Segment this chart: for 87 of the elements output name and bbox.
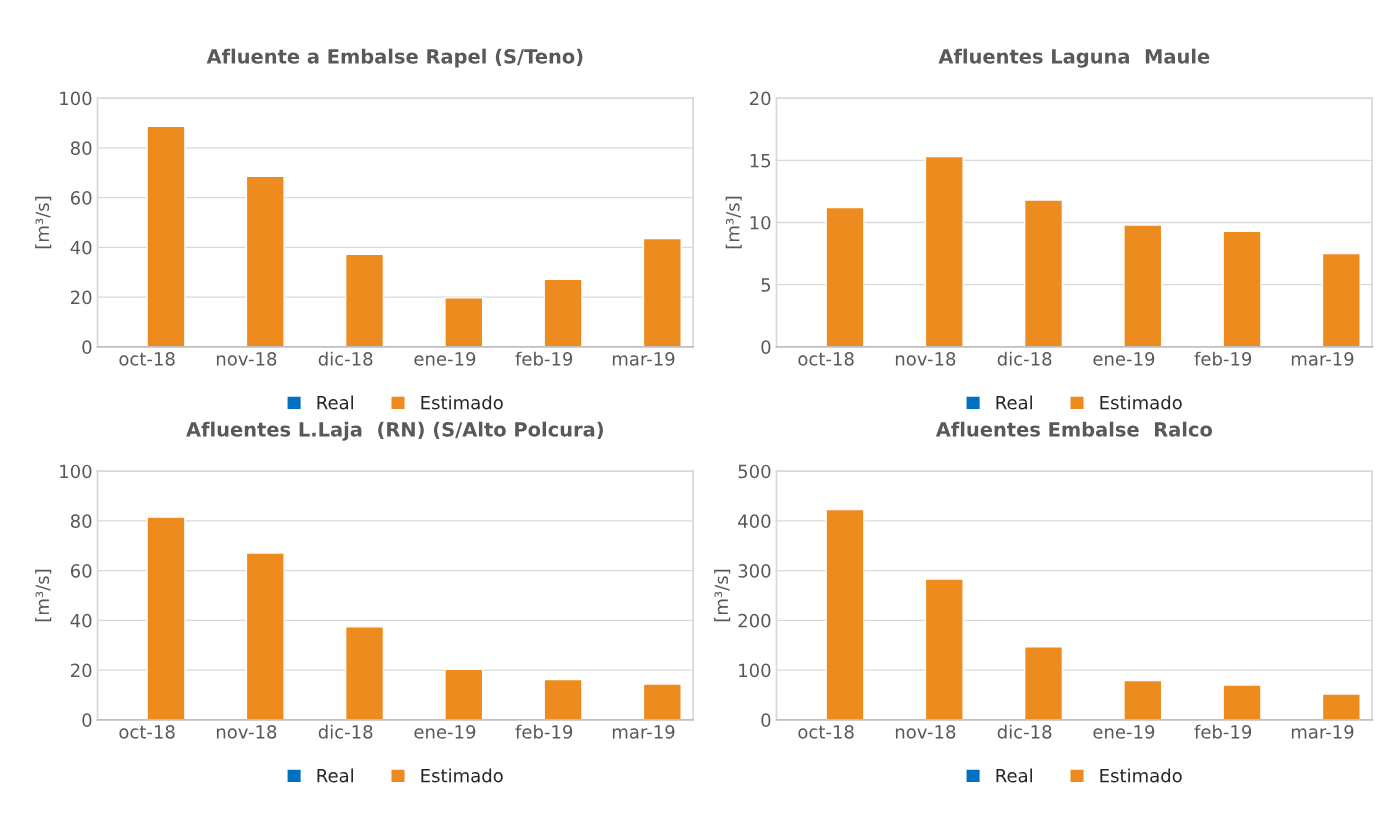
y-tick-label: 20	[71, 290, 92, 305]
legend-label: Real	[996, 768, 1032, 783]
y-tick-label: 0	[761, 340, 771, 354]
legend-label: Real	[317, 768, 353, 783]
bar	[1321, 693, 1361, 720]
y-tick-label: 20	[749, 91, 771, 106]
legend-label: Real	[317, 395, 353, 410]
bar	[344, 626, 385, 720]
bar	[146, 516, 186, 720]
x-tick-label: dic-18	[318, 724, 373, 739]
x-tick-label: dic-18	[997, 724, 1052, 739]
chart-title: Afluentes L.Laja (RN) (S/Alto Polcura)	[186, 421, 603, 441]
x-tick-label: feb-19	[1194, 351, 1252, 366]
x-tick-label: ene-19	[414, 725, 476, 739]
y-tick-label: 40	[70, 613, 92, 628]
legend-label: Estimado	[1100, 768, 1182, 783]
bar	[1123, 224, 1163, 347]
y-tick-label: 15	[750, 154, 771, 168]
x-tick-label: feb-19	[515, 351, 573, 366]
y-tick-label: 300	[738, 564, 771, 578]
x-tick-label: nov-18	[895, 725, 956, 739]
bar	[543, 278, 583, 347]
legend-label: Estimado	[421, 395, 503, 410]
x-tick-label: oct-18	[798, 352, 854, 366]
bar	[444, 297, 484, 347]
y-tick-label: 0	[82, 713, 92, 727]
x-tick-label: mar-19	[1291, 352, 1354, 366]
x-tick-label: nov-18	[216, 352, 277, 366]
y-tick-label: 400	[738, 514, 771, 529]
y-tick-label: 80	[70, 514, 92, 529]
legend-label: Estimado	[1100, 395, 1182, 410]
bar	[344, 253, 385, 347]
y-axis-title: [m³/s]	[714, 569, 731, 622]
bar	[146, 125, 186, 347]
y-tick-label: 100	[739, 663, 771, 678]
y-tick-label: 40	[70, 240, 92, 255]
y-tick-label: 200	[738, 613, 771, 628]
bar	[1023, 199, 1064, 347]
y-tick-label: 10	[750, 215, 771, 230]
bar	[1321, 252, 1361, 347]
y-tick-label: 100	[60, 91, 92, 106]
x-tick-label: dic-18	[318, 351, 373, 366]
x-tick-label: mar-19	[612, 725, 675, 739]
bar	[245, 175, 285, 347]
y-tick-label: 80	[70, 141, 92, 156]
x-tick-label: nov-18	[216, 725, 277, 739]
y-tick-label: 0	[761, 713, 771, 727]
y-tick-label: 500	[738, 464, 771, 479]
x-tick-label: mar-19	[1291, 725, 1354, 739]
x-tick-label: oct-18	[119, 725, 175, 739]
bar	[642, 237, 682, 347]
bar	[642, 683, 682, 720]
bar	[1222, 230, 1262, 347]
y-tick-label: 0	[82, 340, 92, 354]
bar	[1023, 646, 1064, 720]
y-tick-label: 100	[60, 464, 92, 479]
chart-title: Afluentes Embalse Ralco	[935, 421, 1212, 437]
bar	[245, 552, 285, 720]
y-axis-title: [m³/s]	[35, 569, 52, 622]
bar	[825, 206, 865, 347]
bar	[1123, 679, 1163, 720]
x-tick-label: oct-18	[798, 725, 854, 739]
x-tick-label: nov-18	[895, 352, 956, 366]
y-tick-label: 5	[761, 278, 771, 292]
bar	[924, 155, 964, 347]
x-tick-label: feb-19	[1194, 724, 1252, 739]
chart-title: Afluente a Embalse Rapel (S/Teno)	[206, 48, 583, 68]
x-tick-label: feb-19	[515, 724, 573, 739]
chart-title: Afluentes Laguna Maule	[938, 48, 1210, 68]
y-tick-label: 60	[70, 564, 92, 578]
bar	[825, 508, 865, 720]
legend-label: Real	[996, 395, 1032, 410]
y-axis-title: [m³/s]	[725, 196, 742, 249]
y-axis-title: [m³/s]	[35, 196, 52, 249]
x-tick-label: ene-19	[1093, 725, 1155, 739]
x-tick-label: mar-19	[612, 352, 675, 366]
bar	[543, 678, 583, 720]
x-tick-label: ene-19	[414, 352, 476, 366]
bar	[444, 668, 484, 720]
bar	[924, 578, 964, 720]
y-tick-label: 20	[71, 663, 92, 678]
legend-label: Estimado	[421, 768, 503, 783]
x-tick-label: ene-19	[1093, 352, 1155, 366]
x-tick-label: oct-18	[119, 352, 175, 366]
y-tick-label: 60	[70, 191, 92, 205]
x-tick-label: dic-18	[997, 351, 1052, 366]
bar	[1222, 684, 1262, 720]
